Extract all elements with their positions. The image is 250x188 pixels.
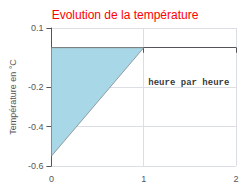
svg-text:-0.4: -0.4 bbox=[28, 122, 44, 132]
svg-text:heure par heure: heure par heure bbox=[148, 78, 229, 88]
svg-text:Evolution de la température: Evolution de la température bbox=[52, 8, 199, 22]
svg-text:-0.6: -0.6 bbox=[28, 161, 44, 171]
svg-text:0.1: 0.1 bbox=[31, 23, 44, 33]
svg-text:2: 2 bbox=[233, 174, 238, 184]
svg-text:-0.2: -0.2 bbox=[28, 82, 44, 92]
svg-text:0: 0 bbox=[49, 174, 54, 184]
svg-text:Température en °C: Température en °C bbox=[8, 59, 18, 135]
svg-text:1: 1 bbox=[141, 174, 146, 184]
